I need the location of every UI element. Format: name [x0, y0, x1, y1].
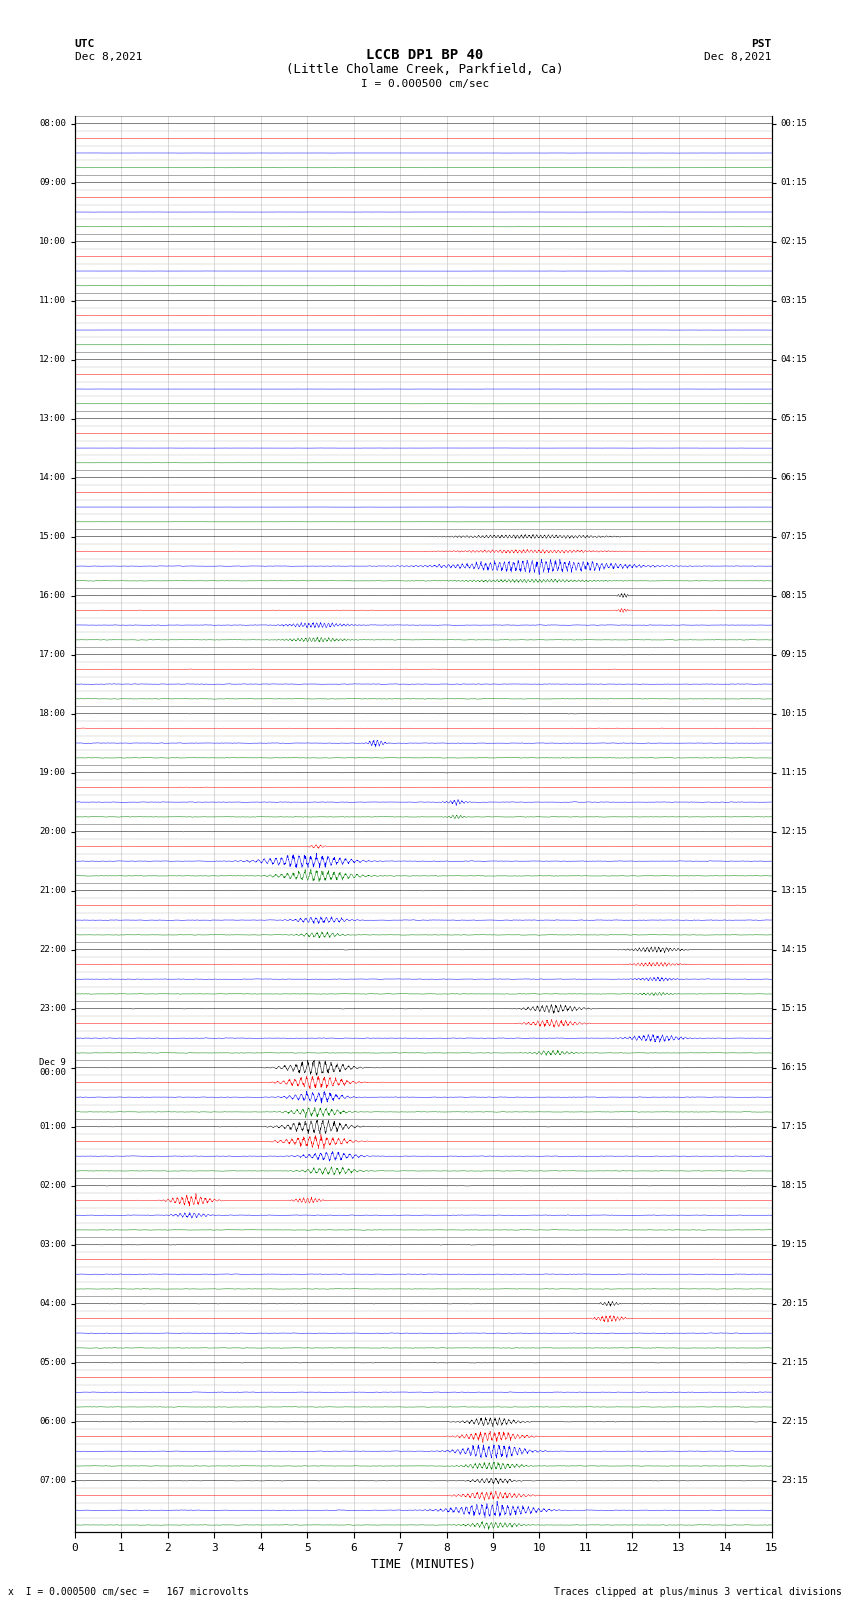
Text: Dec 8,2021: Dec 8,2021 [705, 52, 772, 61]
Text: Traces clipped at plus/minus 3 vertical divisions: Traces clipped at plus/minus 3 vertical … [553, 1587, 842, 1597]
Text: x  I = 0.000500 cm/sec =   167 microvolts: x I = 0.000500 cm/sec = 167 microvolts [8, 1587, 249, 1597]
Text: PST: PST [751, 39, 772, 48]
Text: UTC: UTC [75, 39, 95, 48]
Text: (Little Cholame Creek, Parkfield, Ca): (Little Cholame Creek, Parkfield, Ca) [286, 63, 564, 76]
Text: I = 0.000500 cm/sec: I = 0.000500 cm/sec [361, 79, 489, 89]
X-axis label: TIME (MINUTES): TIME (MINUTES) [371, 1558, 476, 1571]
Text: Dec 8,2021: Dec 8,2021 [75, 52, 142, 61]
Text: LCCB DP1 BP 40: LCCB DP1 BP 40 [366, 48, 484, 63]
